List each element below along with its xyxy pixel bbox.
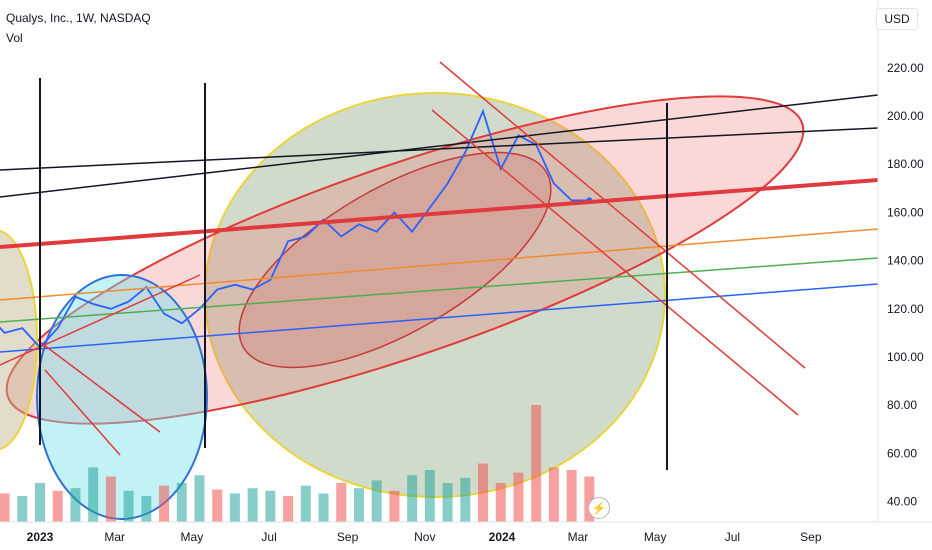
channel-line-upper — [0, 94, 879, 198]
x-tick-label: Nov — [414, 530, 435, 544]
volume-bar — [212, 489, 223, 522]
volume-bar — [159, 485, 170, 522]
volume-bar — [17, 496, 28, 522]
green-trend-line — [0, 257, 879, 323]
price-line — [0, 108, 590, 349]
x-tick-label: 2024 — [489, 530, 516, 544]
volume-bar — [52, 490, 63, 522]
red-down-line-b — [44, 369, 121, 456]
symbol-title[interactable]: Qualys, Inc., 1W, NASDAQ — [6, 11, 151, 25]
volume-bar — [300, 485, 311, 522]
volume-bar — [141, 496, 152, 522]
y-tick-label: 160.00 — [887, 205, 924, 219]
volume-bar — [513, 472, 524, 522]
x-tick-label: 2023 — [27, 530, 54, 544]
red-down-line-d — [431, 109, 799, 416]
x-tick-label: Jul — [261, 530, 276, 544]
y-tick-label: 60.00 — [887, 446, 917, 460]
x-tick-label: Sep — [800, 530, 822, 544]
left-ellipse — [0, 229, 38, 451]
volume-bar — [371, 480, 382, 522]
y-tick-label: 220.00 — [887, 61, 924, 75]
drawing-layer — [0, 92, 805, 520]
volume-bar — [70, 488, 81, 522]
volume-bar — [389, 490, 400, 522]
red-down-line-a — [39, 341, 161, 433]
volume-bar — [247, 488, 258, 522]
volume-bar — [584, 476, 595, 522]
volume-bar — [283, 496, 294, 522]
volume-bar — [265, 490, 276, 522]
volume-bars — [0, 405, 595, 522]
volume-bar — [194, 475, 205, 522]
x-tick-label: Sep — [337, 530, 359, 544]
volume-bar — [407, 475, 418, 522]
x-tick-label: Jul — [725, 530, 740, 544]
volume-bar — [318, 493, 329, 522]
volume-bar — [442, 483, 453, 522]
x-tick-label: Mar — [568, 530, 589, 544]
x-tick-label: May — [181, 530, 204, 544]
y-tick-label: 200.00 — [887, 109, 924, 123]
y-tick-label: 100.00 — [887, 350, 924, 364]
price-axis-bg — [878, 0, 932, 550]
volume-bar — [229, 493, 240, 522]
volume-bar — [548, 467, 559, 522]
red-down-line-c — [439, 61, 806, 369]
volume-label[interactable]: Vol — [6, 31, 23, 45]
y-tick-label: 80.00 — [887, 398, 917, 412]
volume-bar — [123, 490, 134, 522]
currency-label[interactable]: USD — [876, 8, 918, 30]
y-tick-label: 120.00 — [887, 302, 924, 316]
y-tick-label: 40.00 — [887, 495, 917, 509]
volume-bar — [531, 405, 542, 522]
volume-bar — [176, 483, 187, 522]
price-axis[interactable]: 220.00 200.00 180.00 160.00 140.00 120.00 100.… — [877, 0, 932, 550]
x-tick-label: May — [644, 530, 667, 544]
x-tick-label: Mar — [104, 530, 125, 544]
time-axis[interactable]: 2023 Mar May Jul Sep Nov 2024 Mar May Jul Sep — [0, 521, 932, 550]
lightning-icon[interactable]: ⚡ — [588, 497, 610, 519]
channel-line-middle — [0, 127, 879, 171]
orange-trend-line — [0, 228, 879, 301]
volume-bar — [88, 467, 99, 522]
overlay-layer — [0, 61, 879, 470]
red-trend-line — [0, 178, 879, 249]
blue-trend-line — [0, 283, 879, 353]
volume-bar — [353, 488, 364, 522]
volume-bar — [35, 483, 45, 522]
volume-bar — [478, 463, 489, 522]
red-ellipse-inner — [238, 151, 552, 369]
y-tick-label: 180.00 — [887, 157, 924, 171]
volume-bar — [105, 476, 116, 522]
volume-bar — [495, 483, 506, 522]
y-tick-label: 140.00 — [887, 254, 924, 268]
volume-bar — [424, 470, 435, 522]
volume-bar — [566, 470, 577, 522]
time-axis-bg — [0, 522, 932, 550]
blue-ellipse — [36, 274, 208, 520]
volume-bar — [336, 483, 347, 522]
volume-bar — [0, 493, 10, 522]
volume-bar — [460, 477, 471, 522]
red-diagonal-left — [0, 274, 201, 366]
chart-legend: Qualys, Inc., 1W, NASDAQ Vol — [6, 8, 151, 48]
